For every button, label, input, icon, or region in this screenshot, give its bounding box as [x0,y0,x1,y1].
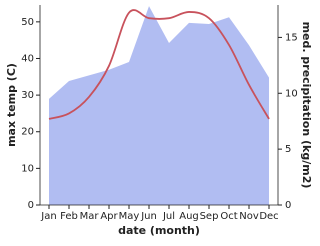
x-tick-label: Dec [259,211,278,222]
x-axis-label: date (month) [118,224,200,237]
x-tick-label: Jun [140,211,157,222]
y2-tick-label: 0 [285,200,291,211]
y-tick-label: 40 [21,53,34,64]
chart: date (month) max temp (C) med. precipita… [5,5,313,237]
y2-tick-label: 10 [285,88,298,99]
temp-line [48,9,270,120]
precipitation-area [49,6,269,205]
x-tick-label: Feb [60,211,78,222]
x-tick-label: May [119,211,140,222]
x-tick-label: Nov [239,211,259,222]
x-tick-label: Oct [220,211,237,222]
x-tick-label: Mar [80,211,100,222]
y2-tick-label: 15 [285,32,298,43]
x-tick-label: Jul [162,211,175,222]
x-tick-label: Apr [100,211,118,222]
y2-axis-label: med. precipitation (kg/m2) [300,22,313,189]
y-tick-label: 10 [21,163,34,174]
y-tick-label: 20 [21,127,34,138]
x-tick-label: Jan [40,211,56,222]
x-tick-label: Aug [179,211,199,222]
y-tick-label: 0 [28,200,34,211]
axes [39,5,279,206]
y-tick-label: 50 [21,17,34,28]
y-tick-label: 30 [21,90,34,101]
x-tick-label: Sep [200,211,219,222]
y-axis-label: max temp (C) [5,63,18,147]
y2-tick-label: 5 [285,144,291,155]
